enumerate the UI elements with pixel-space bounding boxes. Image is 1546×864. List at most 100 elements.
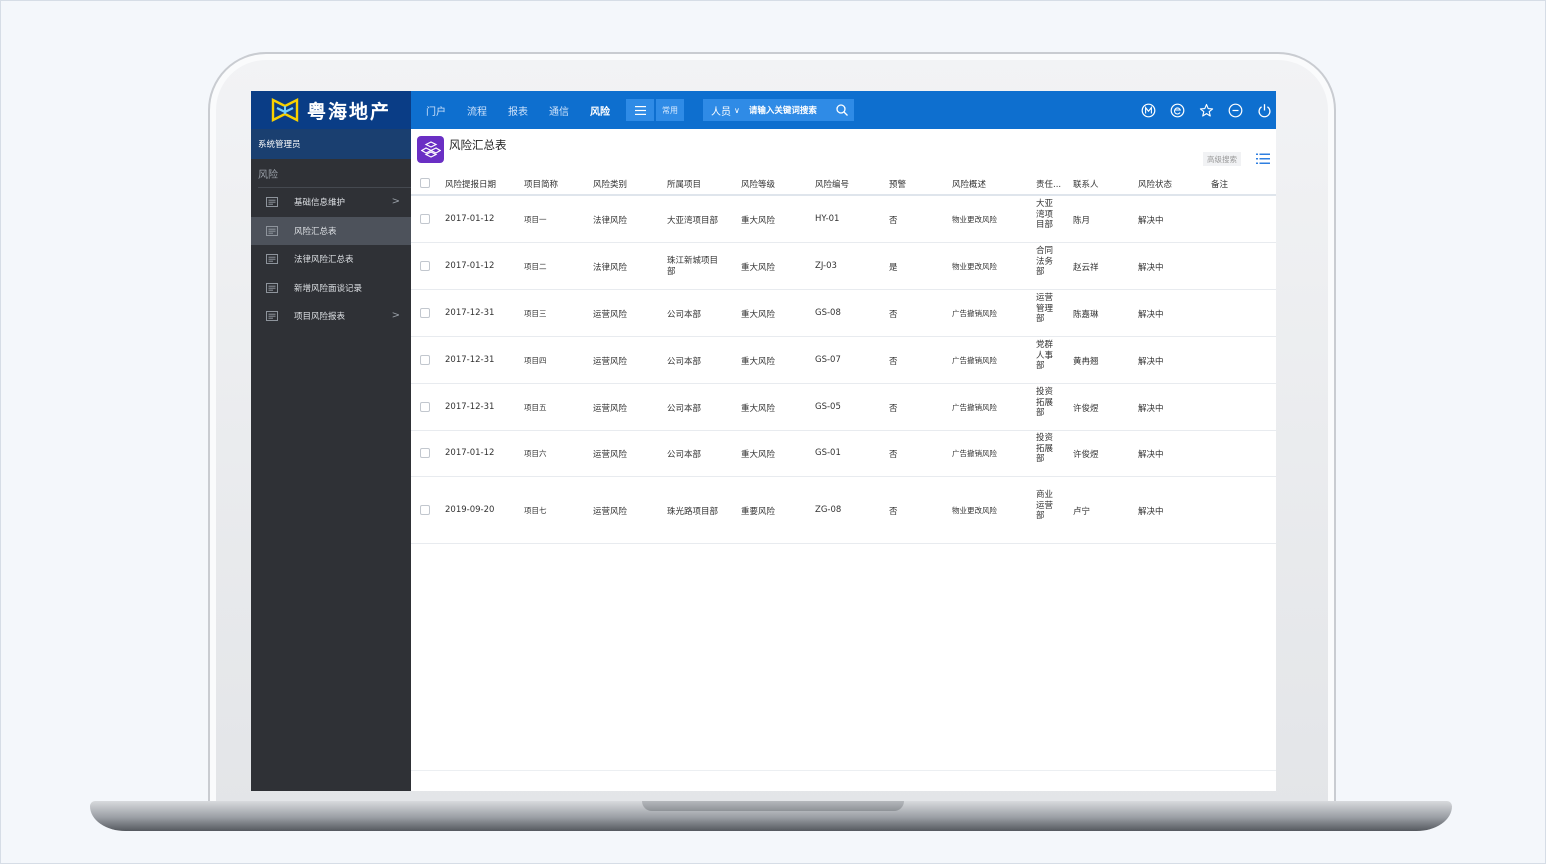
row-checkbox[interactable] [420, 261, 430, 271]
minus-circle-icon[interactable] [1227, 102, 1243, 118]
table-cell-5: GS-05 [815, 402, 841, 412]
table-cell-10: 解决中 [1138, 507, 1164, 517]
table-cell-8: 投资拓展部 [1036, 433, 1054, 464]
column-header-9[interactable]: 联系人 [1073, 180, 1099, 190]
table-cell-3: 公司本部 [667, 404, 702, 414]
column-header-8[interactable]: 责任... [1036, 180, 1062, 190]
table-cell-7: 广告撤销风险 [952, 356, 997, 365]
top-nav: 门户 流程 报表 通信 风险 [426, 91, 631, 129]
advanced-search-button[interactable]: 高级搜索 [1203, 152, 1241, 166]
table-cell-10: 解决中 [1138, 263, 1164, 273]
search-scope-select[interactable]: 人员 [711, 106, 731, 118]
column-header-1[interactable]: 项目简称 [524, 180, 559, 190]
row-checkbox[interactable] [420, 214, 430, 224]
table-cell-7: 广告撤销风险 [952, 309, 997, 318]
sidebar-item-1[interactable]: 风险汇总表 [251, 216, 411, 245]
table-cell-6: 是 [889, 263, 898, 273]
table-cell-3: 公司本部 [667, 310, 702, 320]
table-cell-4: 重大风险 [741, 310, 776, 320]
table-cell-7: 物业更改风险 [952, 262, 997, 271]
column-header-11[interactable]: 备注 [1211, 180, 1229, 190]
m-circle-icon[interactable] [1140, 102, 1156, 118]
table-cell-5: GS-07 [815, 355, 841, 365]
column-header-7[interactable]: 风险概述 [952, 180, 987, 190]
nav-item-1[interactable]: 流程 [467, 106, 487, 118]
table-row[interactable]: 2017-12-31 项目三 运营风险 公司本部 重大风险 GS-08 否 广告撤销风险 运营管… [411, 290, 1276, 337]
app-screen: 粤海地产 门户 流程 报表 通信 风险 常用 人员 ∨ 请输入关键词搜索 [251, 91, 1276, 791]
table-footer-divider [411, 770, 1276, 771]
table-cell-4: 重大风险 [741, 450, 776, 460]
sidebar-item-4[interactable]: 项目风险报表 > [251, 302, 411, 331]
table-cell-3: 大亚湾项目部 [667, 216, 719, 226]
power-icon[interactable] [1256, 102, 1272, 118]
table-cell-3: 公司本部 [667, 450, 702, 460]
table-row[interactable]: 2017-12-31 项目五 运营风险 公司本部 重大风险 GS-05 否 广告撤销风险 投资拓… [411, 384, 1276, 431]
column-header-6[interactable]: 预警 [889, 180, 907, 190]
menu-button[interactable] [626, 99, 654, 121]
column-header-5[interactable]: 风险编号 [815, 180, 850, 190]
table-cell-8: 合同法务部 [1036, 246, 1054, 277]
row-checkbox[interactable] [420, 448, 430, 458]
nav-item-3[interactable]: 通信 [549, 106, 569, 118]
chevron-right-icon[interactable]: > [391, 310, 400, 321]
table-cell-4: 重大风险 [741, 357, 776, 367]
chevron-down-icon[interactable]: ∨ [734, 105, 740, 115]
common-button[interactable]: 常用 [656, 99, 684, 121]
nav-item-4[interactable]: 风险 [590, 106, 610, 118]
table-row[interactable]: 2017-01-12 项目一 法律风险 大亚湾项目部 重大风险 HY-01 否物业更改风险大… [411, 196, 1276, 243]
table-cell-1: 项目五 [524, 403, 547, 412]
document-icon [266, 311, 278, 322]
column-header-0[interactable]: 风险提报日期 [445, 180, 497, 190]
table-cell-10: 解决中 [1138, 216, 1164, 226]
brand-logo[interactable]: 粤海地产 [251, 91, 411, 129]
search-input[interactable]: 请输入关键词搜索 [748, 106, 817, 116]
table-cell-8: 商业运营部 [1036, 490, 1054, 521]
sidebar-item-3[interactable]: 新增风险面谈记录 [251, 274, 411, 303]
column-header-2[interactable]: 风险类别 [593, 180, 628, 190]
select-all-checkbox[interactable] [420, 178, 430, 188]
row-checkbox[interactable] [420, 505, 430, 515]
document-icon [266, 282, 278, 293]
sidebar-item-2[interactable]: 法律风险汇总表 [251, 245, 411, 274]
table-cell-6: 否 [889, 404, 898, 414]
table-cell-2: 运营风险 [593, 507, 628, 517]
search-icon[interactable] [835, 103, 849, 117]
column-header-3[interactable]: 所属项目 [667, 180, 702, 190]
row-checkbox[interactable] [420, 355, 430, 365]
table-cell-6: 否 [889, 357, 898, 367]
table-row[interactable]: 2019-09-20 项目七 运营风险 珠光路项目部 重要风险 ZG-08 否 物业更改风险 商… [411, 477, 1276, 544]
table-row[interactable]: 2017-01-12 项目二 法律风险 珠江新城项目部 重大风险 ZJ-03 是 物业更改风险… [411, 243, 1276, 290]
table-cell-8: 党群人事部 [1036, 340, 1054, 371]
chevron-right-icon[interactable]: > [391, 196, 400, 207]
table-cell-0: 2017-12-31 [445, 308, 495, 318]
table-cell-9: 赵云祥 [1073, 263, 1099, 273]
table-cell-7: 物业更改风险 [952, 506, 997, 515]
table-cell-3: 珠光路项目部 [667, 507, 719, 517]
sidebar-item-label: 项目风险报表 [294, 312, 346, 323]
nav-item-2[interactable]: 报表 [508, 106, 528, 118]
sidebar-section-title[interactable]: 风险 [258, 169, 278, 181]
table-row[interactable]: 2017-01-12 项目六 运营风险 公司本部 重大风险 GS-01 否 广告撤销风险 投资拓… [411, 431, 1276, 477]
sidebar: 系统管理员 风险 基础信息维护 > 风险汇总表 法律风险汇总表 新增风险面谈记录 项目风险… [251, 129, 411, 791]
current-user[interactable]: 系统管理员 [251, 129, 411, 159]
nav-item-0[interactable]: 门户 [426, 106, 446, 118]
table-cell-2: 法律风险 [593, 216, 628, 226]
table-cell-9: 陈嘉琳 [1073, 310, 1099, 320]
table-cell-7: 广告撤销风险 [952, 403, 997, 412]
column-header-10[interactable]: 风险状态 [1138, 180, 1173, 190]
table-row[interactable]: 2017-12-31 项目四 运营风险 公司本部 重大风险 GS-07 否 广告撤销风险 党群人… [411, 337, 1276, 384]
table-cell-1: 项目三 [524, 309, 547, 318]
star-icon[interactable] [1198, 102, 1214, 118]
brand-name: 粤海地产 [307, 100, 392, 123]
table-cell-8: 运营管理部 [1036, 293, 1054, 324]
sidebar-item-0[interactable]: 基础信息维护 > [251, 188, 411, 217]
list-view-icon[interactable] [1256, 153, 1270, 165]
table-cell-5: HY-01 [815, 214, 840, 224]
row-checkbox[interactable] [420, 402, 430, 412]
table-cell-6: 否 [889, 507, 898, 517]
brand-mark-icon [271, 98, 299, 122]
row-checkbox[interactable] [420, 308, 430, 318]
e-circle-icon[interactable] [1169, 102, 1185, 118]
table-cell-4: 重大风险 [741, 404, 776, 414]
column-header-4[interactable]: 风险等级 [741, 180, 776, 190]
